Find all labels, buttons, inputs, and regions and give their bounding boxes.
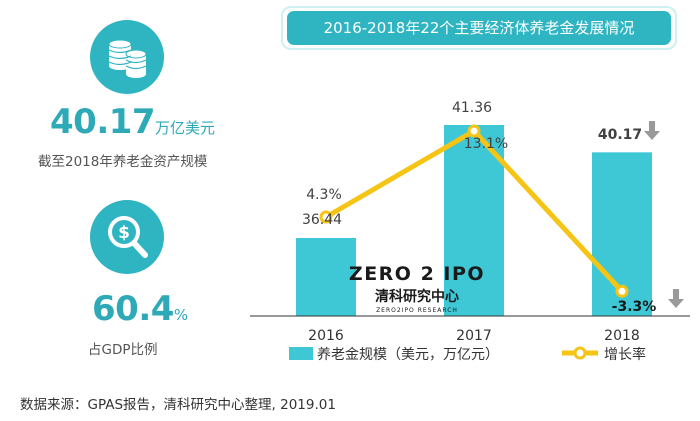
asset-value: 40.17 <box>50 102 156 142</box>
bar-label-2016: 36.44 <box>302 212 342 228</box>
chart-svg: ZERO 2 IPO 清科研究中心 ZERO2IPO RESEARCH 36.44 4… <box>250 100 690 363</box>
growth-point-2018 <box>615 284 629 298</box>
x-tick-2017: 2017 <box>456 328 492 344</box>
x-tick-2018: 2018 <box>604 328 640 344</box>
legend-bar-swatch <box>289 347 313 360</box>
bar-2017 <box>444 125 504 316</box>
gdp-caption: 占GDP比例 <box>88 342 158 358</box>
rate-label-2017: 13.1% <box>464 136 508 152</box>
legend-line-label: 增长率 <box>604 346 646 363</box>
bar-label-2017: 41.36 <box>452 100 492 116</box>
asset-caption: 截至2018年养老金资产规模 <box>38 154 208 170</box>
gdp-stat: 60.4% <box>92 289 188 329</box>
source-note: 数据来源：GPAS报告，清科研究中心整理, 2019.01 <box>20 397 336 413</box>
down-arrow-icon <box>644 121 660 140</box>
chart-title: 2016-2018年22个主要经济体养老金发展情况 <box>287 11 671 45</box>
dollar-magnifier-icon: $ <box>90 200 164 274</box>
bar-2016 <box>296 238 356 316</box>
coin-stack-icon <box>90 20 164 94</box>
watermark-en: ZERO2IPO RESEARCH <box>376 307 458 314</box>
bar-label-2018: 40.17 <box>598 127 642 143</box>
gdp-unit: % <box>173 306 189 324</box>
legend-bar-label: 养老金规模（美元，万亿元） <box>317 347 499 363</box>
svg-text:$: $ <box>118 223 130 243</box>
growth-point-2016 <box>319 210 333 224</box>
asset-unit: 万亿美元 <box>155 119 216 137</box>
chart-title-box: 2016-2018年22个主要经济体养老金发展情况 <box>281 6 677 50</box>
growth-point-2017 <box>467 124 481 138</box>
asset-stat: 40.17万亿美元 <box>50 102 215 142</box>
gdp-value: 60.4 <box>92 289 174 329</box>
watermark-logo: ZERO 2 IPO 清科研究中心 ZERO2IPO RESEARCH <box>349 263 485 314</box>
down-arrow-icon <box>668 289 684 308</box>
x-tick-2016: 2016 <box>308 328 344 344</box>
rate-label-2018: -3.3% <box>612 299 657 315</box>
left-stats-panel: 40.17万亿美元 截至2018年养老金资产规模 $ 60.4% 占GDP比例 <box>0 0 250 380</box>
legend-line-marker <box>573 346 587 360</box>
rate-label-2016: 4.3% <box>306 187 342 203</box>
watermark-brand: ZERO 2 IPO <box>349 263 485 285</box>
watermark-cn: 清科研究中心 <box>375 288 459 305</box>
